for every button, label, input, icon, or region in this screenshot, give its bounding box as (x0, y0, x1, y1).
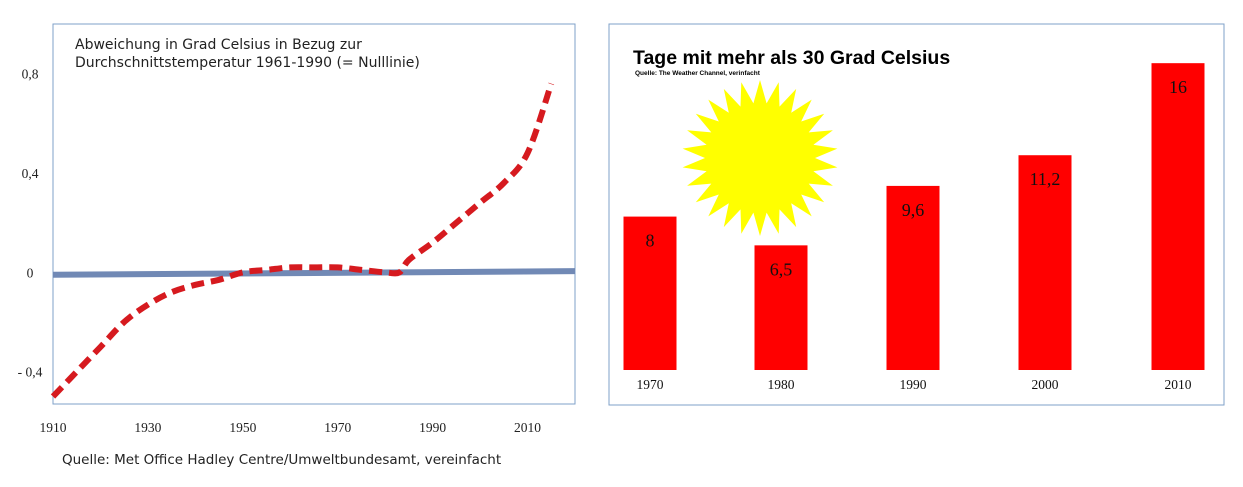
y-tick-label: 0 (27, 265, 34, 280)
bar-chart-bars: 8 6,5 9,6 11,2 16 (623, 63, 1205, 370)
x-tick-label: 1930 (134, 420, 161, 435)
x-tick-label: 1950 (229, 420, 256, 435)
bar (886, 185, 940, 370)
series-line-dashed (50, 82, 555, 399)
x-tick-label: 1970 (324, 420, 351, 435)
bar-chart-source: Quelle: The Weather Channel, verinfacht (635, 70, 761, 77)
x-tick-label: 1980 (768, 377, 795, 392)
line-chart-source: Quelle: Met Office Hadley Centre/Umweltb… (62, 452, 501, 468)
line-chart-y-axis: 0,8 0,4 0 - 0,4 (18, 67, 43, 380)
bar (1018, 155, 1072, 370)
bar-value-label: 9,6 (902, 200, 925, 220)
sun-icon (682, 80, 838, 236)
temperature-anomaly-chart: Abweichung in Grad Celsius in Bezug zur … (18, 23, 576, 468)
bar-chart-x-axis: 1970 1980 1990 2000 2010 (637, 377, 1192, 392)
y-tick-label: 0,8 (22, 67, 39, 82)
hot-days-chart: Tage mit mehr als 30 Grad Celsius Quelle… (608, 23, 1225, 406)
bar-value-label: 8 (646, 231, 655, 251)
x-tick-label: 1990 (900, 377, 927, 392)
bar-value-label: 11,2 (1030, 169, 1061, 189)
x-tick-label: 1970 (637, 377, 664, 392)
line-chart-title-line-2: Durchschnittstemperatur 1961-1990 (= Nul… (75, 55, 420, 71)
bar-value-label: 6,5 (770, 259, 793, 279)
x-tick-label: 1910 (40, 420, 67, 435)
y-tick-label: - 0,4 (18, 365, 43, 380)
x-tick-label: 1990 (419, 420, 446, 435)
bar (1151, 63, 1205, 370)
x-tick-label: 2010 (514, 420, 541, 435)
series-line-baseline (52, 268, 576, 278)
x-tick-label: 2000 (1032, 377, 1059, 392)
line-chart-x-axis: 1910 1930 1950 1970 1990 2010 (40, 420, 542, 435)
line-chart-plot-frame (52, 23, 576, 405)
line-chart-title-line-1: Abweichung in Grad Celsius in Bezug zur (75, 37, 362, 53)
bar (623, 216, 677, 370)
y-tick-label: 0,4 (22, 166, 39, 181)
line-chart-series (50, 82, 576, 399)
bar-chart-title: Tage mit mehr als 30 Grad Celsius (633, 47, 950, 69)
bar-value-label: 16 (1169, 77, 1187, 97)
x-tick-label: 2010 (1165, 377, 1192, 392)
bar (754, 245, 808, 370)
